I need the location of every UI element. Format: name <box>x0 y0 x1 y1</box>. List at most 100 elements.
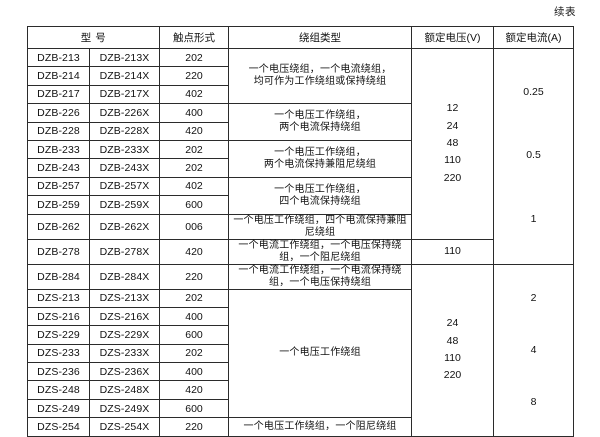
table-row: DZS-248 DZS-248X 420 <box>27 380 574 400</box>
relay-spec-table: 型 号 触点形式 绕组类型 额定电压(V) 额定电流(A) DZB-213 DZB… <box>26 26 575 437</box>
cell-model-variant: DZB-284X <box>88 263 161 290</box>
cell-model-variant: DZB-262X <box>88 213 161 240</box>
cell-model-primary: DZS-249 <box>27 398 90 419</box>
table-row: DZB-213 DZB-213X 202 一个电压绕组，一个电流绕组， 均可作为工作绕组… <box>27 47 575 265</box>
table-row: DZB-233 DZB-233X 202 一个电压工作绕组， 两个电流保持兼阻尼绕组 <box>27 139 574 178</box>
cell-model-variant: DZB-233X <box>88 139 161 160</box>
cell-contact-form: 420 <box>159 121 230 141</box>
cell-contact-form: 402 <box>159 84 230 105</box>
cell-model-variant: DZS-248X <box>88 380 161 400</box>
cell-contact-form: 400 <box>159 362 230 382</box>
cell-winding-type: 一个电流工作绕组，一个电压保持绕组，一个阻尼绕组 <box>228 238 413 265</box>
cell-model-variant: DZB-217X <box>88 84 161 105</box>
continued-table-label: 续表 <box>554 6 576 18</box>
cell-model-primary: DZS-254 <box>27 417 90 437</box>
cell-model-variant: DZB-226X <box>88 103 161 123</box>
cell-model-primary: DZB-228 <box>27 121 90 141</box>
column-header-rated-current: 额定电流(A) <box>493 26 575 49</box>
cell-contact-form: 420 <box>159 238 230 265</box>
cell-model-variant: DZS-236X <box>88 362 161 382</box>
cell-contact-form: 220 <box>159 66 230 86</box>
cell-contact-form: 600 <box>159 195 230 215</box>
cell-contact-form: 400 <box>159 306 230 327</box>
cell-rated-voltage: 24 48 110 220 <box>411 263 495 437</box>
column-header-model: 型 号 <box>26 26 161 49</box>
cell-rated-voltage: 110 <box>411 238 495 265</box>
cell-contact-form: 420 <box>159 380 230 400</box>
cell-contact-form: 220 <box>159 417 230 437</box>
cell-model-primary: DZB-284 <box>27 263 90 290</box>
cell-contact-form: 006 <box>159 213 230 240</box>
cell-contact-form: 202 <box>159 139 230 160</box>
cell-model-variant: DZB-257X <box>88 176 161 197</box>
cell-model-primary: DZS-236 <box>27 362 90 382</box>
cell-model-primary: DZS-229 <box>27 325 90 345</box>
table-row: DZB-226 DZB-226X 400 一个电压工作绕组， 两个电流保持绕组 <box>27 103 574 141</box>
cell-model-primary: DZS-233 <box>27 343 90 364</box>
cell-model-primary: DZS-213 <box>27 288 90 308</box>
column-header-contact-form: 触点形式 <box>159 26 230 49</box>
column-header-rated-voltage: 额定电压(V) <box>411 26 495 49</box>
cell-contact-form: 220 <box>159 263 230 290</box>
cell-model-primary: DZB-214 <box>27 66 90 86</box>
cell-contact-form: 402 <box>159 176 230 197</box>
table-row: DZB-214 DZB-214X 220 <box>27 66 574 86</box>
page-root: 续表 型 号 触点形式 绕组类型 额定电压(V) 额定电流(A) <box>26 6 576 437</box>
cell-contact-form: 202 <box>159 47 230 68</box>
cell-rated-current: 0.25 0.5 1 <box>493 48 575 265</box>
cell-model-primary: DZB-259 <box>27 195 90 215</box>
table-row: DZB-284 DZB-284X 220 一个电流工作绕组，一个电流保持绕组，一个电压… <box>27 263 575 437</box>
table-row: DZB-259 DZB-259X 600 <box>27 195 574 215</box>
cell-rated-voltage: 12 24 48 110 220 <box>411 48 495 240</box>
cell-model-primary: DZB-226 <box>27 103 90 123</box>
spec-table-container: 型 号 触点形式 绕组类型 额定电压(V) 额定电流(A) DZB-213 DZB… <box>26 26 575 437</box>
cell-model-variant: DZS-229X <box>88 325 161 345</box>
cell-model-primary: DZB-257 <box>27 176 90 197</box>
cell-contact-form: 202 <box>159 343 230 364</box>
cell-model-primary: DZB-233 <box>27 139 90 160</box>
cell-contact-form: 202 <box>159 288 230 308</box>
table-row: DZB-278 DZB-278X 420 一个电流工作绕组，一个电压保持绕组，一个阻尼… <box>27 238 574 265</box>
cell-winding-type: 一个电压工作绕组， 两个电流保持兼阻尼绕组 <box>228 139 413 178</box>
cell-winding-type: 一个电压工作绕组， 四个电流保持绕组 <box>228 176 413 215</box>
cell-contact-form: 202 <box>159 158 230 178</box>
cell-winding-type: 一个电压工作绕组，四个电流保持兼阻尼绕组 <box>228 213 413 240</box>
cell-contact-form: 400 <box>159 103 230 123</box>
table-body: DZB-213 DZB-213X 202 一个电压绕组，一个电流绕组， 均可作为工作绕组… <box>27 47 575 437</box>
header-row: 型 号 触点形式 绕组类型 额定电压(V) 额定电流(A) <box>26 26 575 49</box>
cell-model-variant: DZB-243X <box>88 158 161 178</box>
cell-model-variant: DZB-213X <box>88 47 161 68</box>
cell-model-primary: DZB-262 <box>27 213 90 240</box>
cell-model-variant: DZS-216X <box>88 306 161 327</box>
cell-model-variant: DZB-214X <box>88 66 161 86</box>
table-row: DZB-262 DZB-262X 006 一个电压工作绕组，四个电流保持兼阻尼绕组 <box>27 213 574 240</box>
table-row: DZS-216 DZS-216X 400 <box>27 306 574 327</box>
cell-model-variant: DZS-249X <box>88 398 161 419</box>
cell-winding-type: 一个电压工作绕组，一个阻尼绕组 <box>228 417 413 437</box>
table-row: DZB-243 DZB-243X 202 <box>27 158 574 178</box>
cell-contact-form: 600 <box>159 325 230 345</box>
cell-model-variant: DZB-278X <box>88 238 161 265</box>
table-row: DZS-236 DZS-236X 400 <box>27 362 574 382</box>
table-row: DZB-257 DZB-257X 402 一个电压工作绕组， 四个电流保持绕组 <box>27 176 574 215</box>
table-row: DZS-229 DZS-229X 600 <box>27 325 574 345</box>
column-header-winding-type: 绕组类型 <box>228 26 413 49</box>
cell-model-variant: DZS-233X <box>88 343 161 364</box>
cell-winding-type: 一个电流工作绕组，一个电流保持绕组，一个电压保持绕组 <box>228 263 413 290</box>
table-row: DZB-228 DZB-228X 420 <box>27 121 574 141</box>
cell-model-variant: DZB-228X <box>88 121 161 141</box>
cell-model-primary: DZB-278 <box>27 238 90 265</box>
cell-model-variant: DZS-254X <box>88 417 161 437</box>
cell-model-variant: DZB-259X <box>88 195 161 215</box>
cell-contact-form: 600 <box>159 398 230 419</box>
cell-model-primary: DZS-216 <box>27 306 90 327</box>
cell-model-primary: DZB-217 <box>27 84 90 105</box>
cell-winding-type: 一个电压工作绕组 <box>228 288 413 419</box>
cell-model-primary: DZB-213 <box>27 47 90 68</box>
table-header: 型 号 触点形式 绕组类型 额定电压(V) 额定电流(A) <box>26 26 575 49</box>
cell-model-variant: DZS-213X <box>88 288 161 308</box>
cell-model-primary: DZB-243 <box>27 158 90 178</box>
cell-winding-type: 一个电压工作绕组， 两个电流保持绕组 <box>228 103 413 141</box>
cell-winding-type: 一个电压绕组，一个电流绕组， 均可作为工作绕组或保持绕组 <box>228 47 413 105</box>
